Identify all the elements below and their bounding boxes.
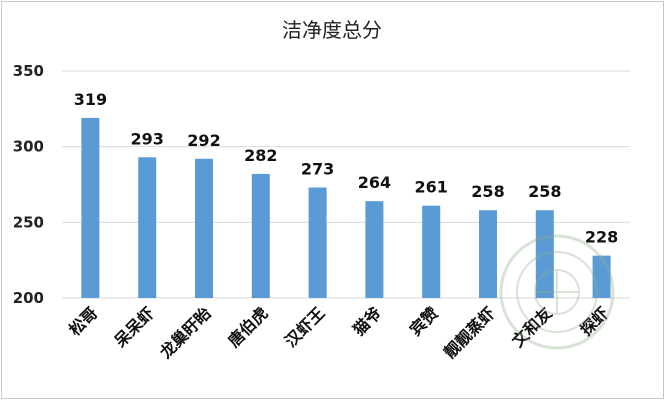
data-label: 228 (585, 228, 618, 247)
y-tick-label: 250 (13, 213, 44, 231)
y-axis: 200 250 300 350 (13, 62, 44, 307)
consumer-council-seal-watermark (499, 234, 615, 350)
data-label: 292 (187, 131, 220, 150)
bar (251, 173, 270, 298)
bars (81, 117, 611, 298)
data-label: 261 (414, 178, 447, 197)
data-label: 258 (471, 182, 504, 201)
bar (195, 158, 213, 298)
bar (365, 201, 384, 298)
y-tick-label: 300 (13, 138, 44, 156)
x-tick-label: 呆呆虾 (110, 303, 158, 351)
x-tick-label: 宾赞 (406, 303, 442, 339)
data-label: 282 (244, 146, 277, 165)
bar (422, 205, 441, 298)
data-labels: 319 293 292 282 273 264 261 258 258 228 (74, 90, 619, 247)
data-label: 293 (130, 129, 163, 148)
x-tick-label: 龙巢盱眙 (155, 303, 214, 362)
bar (81, 117, 100, 298)
data-label: 264 (358, 173, 391, 192)
x-tick-label: 汉虾王 (281, 303, 328, 350)
data-label: 319 (74, 90, 107, 109)
gridlines (62, 70, 630, 299)
bar (138, 157, 157, 298)
y-tick-label: 350 (13, 62, 44, 80)
data-label: 258 (528, 182, 561, 201)
x-tick-label: 猫爷 (349, 303, 386, 340)
bar (592, 255, 611, 298)
bar (308, 187, 327, 298)
data-label: 273 (301, 160, 334, 179)
chart-title: 洁净度总分 (282, 18, 382, 42)
bar (479, 210, 497, 298)
x-tick-label: 靓靓蒸虾 (440, 303, 499, 362)
x-tick-label: 唐伯虎 (224, 303, 271, 350)
bar (535, 210, 554, 298)
y-tick-label: 200 (13, 289, 44, 307)
x-tick-label: 松哥 (65, 303, 101, 339)
